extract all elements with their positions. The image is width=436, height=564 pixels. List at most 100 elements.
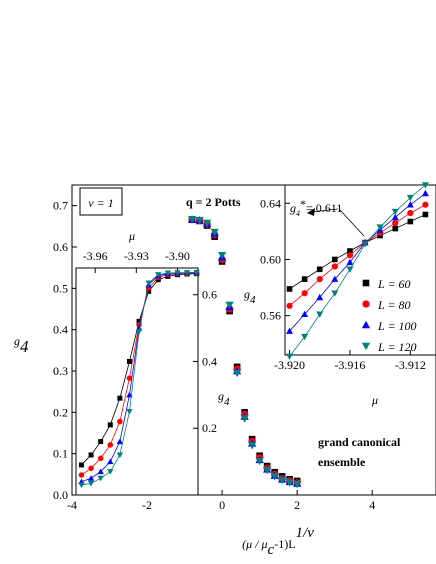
y-tick-label: 0.6	[202, 288, 217, 302]
marker	[107, 442, 114, 448]
x-tick-label: -3.920	[274, 358, 305, 372]
marker	[146, 288, 152, 294]
y-tick-label: 0.6	[53, 240, 68, 254]
y-tick-label: 0.56	[260, 309, 281, 323]
marker	[210, 228, 219, 237]
series-line	[289, 193, 426, 332]
inset-annotation-part: *	[300, 197, 306, 211]
series-line	[289, 204, 426, 307]
x-tick-label: -3.916	[334, 358, 365, 372]
marker	[187, 216, 197, 224]
inset-y-label-part: g	[218, 389, 224, 403]
inset-annotation-part: g	[290, 201, 296, 215]
marker	[232, 369, 242, 378]
marker	[202, 219, 212, 228]
marker	[97, 468, 104, 475]
marker	[301, 290, 308, 297]
x-axis-label-part: 1/ν	[296, 525, 315, 541]
annotation-arrow	[310, 208, 339, 213]
marker	[78, 462, 84, 468]
inset-y-label-part: 4	[250, 294, 256, 306]
marker	[347, 248, 353, 254]
marker	[116, 438, 123, 445]
marker	[331, 263, 338, 270]
marker	[164, 270, 171, 277]
marker	[116, 452, 123, 459]
legend-label: L = 60	[377, 277, 411, 291]
marker	[332, 256, 338, 263]
marker	[87, 480, 95, 487]
marker	[117, 418, 123, 425]
marker	[421, 182, 429, 189]
marker	[255, 457, 264, 466]
marker	[421, 189, 429, 197]
x-tick-label: -4	[67, 498, 77, 512]
marker	[97, 455, 104, 462]
annotation: ν = 1	[88, 196, 113, 210]
x-tick-label: 0	[219, 498, 225, 512]
marker	[331, 275, 339, 282]
marker	[346, 258, 354, 266]
marker	[126, 409, 133, 415]
marker	[301, 310, 309, 318]
marker	[286, 353, 294, 360]
x-tick-label: -3.90	[165, 249, 190, 263]
marker	[346, 266, 354, 273]
marker	[135, 328, 143, 335]
marker	[247, 442, 257, 450]
x-axis-label: (μ / μc-1)L1/ν	[242, 525, 314, 558]
y-tick-label: 0.2	[53, 405, 68, 419]
marker	[145, 280, 152, 287]
y-tick-label: 0.64	[260, 196, 281, 210]
marker	[407, 210, 414, 217]
marker	[278, 476, 287, 485]
marker	[285, 479, 294, 487]
marker	[286, 286, 293, 292]
marker	[107, 422, 113, 428]
x-tick-label: -3.912	[395, 358, 426, 372]
marker	[301, 333, 309, 341]
legend-label: L = 120	[377, 340, 417, 354]
marker	[126, 358, 132, 364]
marker	[78, 482, 85, 489]
marker	[361, 241, 369, 248]
marker	[316, 276, 323, 283]
x-axis-label-part: -1)L	[274, 537, 295, 551]
legend-marker	[361, 342, 371, 351]
y-tick-label: 0.1	[53, 447, 68, 461]
marker	[391, 208, 399, 216]
y-tick-label: 0.60	[260, 252, 281, 266]
marker	[78, 472, 85, 478]
legend-marker	[362, 300, 370, 308]
marker	[107, 469, 114, 475]
marker	[126, 375, 133, 381]
marker	[392, 219, 399, 227]
marker	[316, 311, 324, 318]
marker	[87, 475, 95, 481]
marker	[136, 318, 142, 324]
y-axis-label: g4	[14, 334, 29, 356]
x-tick-label: -3.96	[83, 249, 108, 263]
legend-label: L = 80	[377, 298, 411, 312]
y-tick-label: 0.4	[202, 354, 217, 368]
inset-y-label: g4	[218, 389, 230, 408]
nu-box	[79, 187, 123, 216]
y-tick-label: 0.2	[202, 421, 217, 435]
marker	[392, 225, 399, 232]
y-axis-label-part: 4	[20, 337, 29, 356]
marker	[422, 211, 429, 218]
marker	[225, 301, 234, 309]
marker	[316, 266, 323, 273]
marker	[316, 293, 324, 301]
marker	[183, 270, 191, 276]
inset-y-label: g4	[244, 287, 256, 306]
marker	[422, 201, 429, 208]
x-axis-label-part: c	[268, 542, 275, 558]
marker	[217, 251, 227, 260]
legend-marker	[361, 320, 371, 329]
series-line	[289, 214, 426, 290]
marker	[286, 327, 294, 334]
legend-marker	[362, 279, 370, 287]
legend-label: L = 100	[377, 319, 417, 333]
